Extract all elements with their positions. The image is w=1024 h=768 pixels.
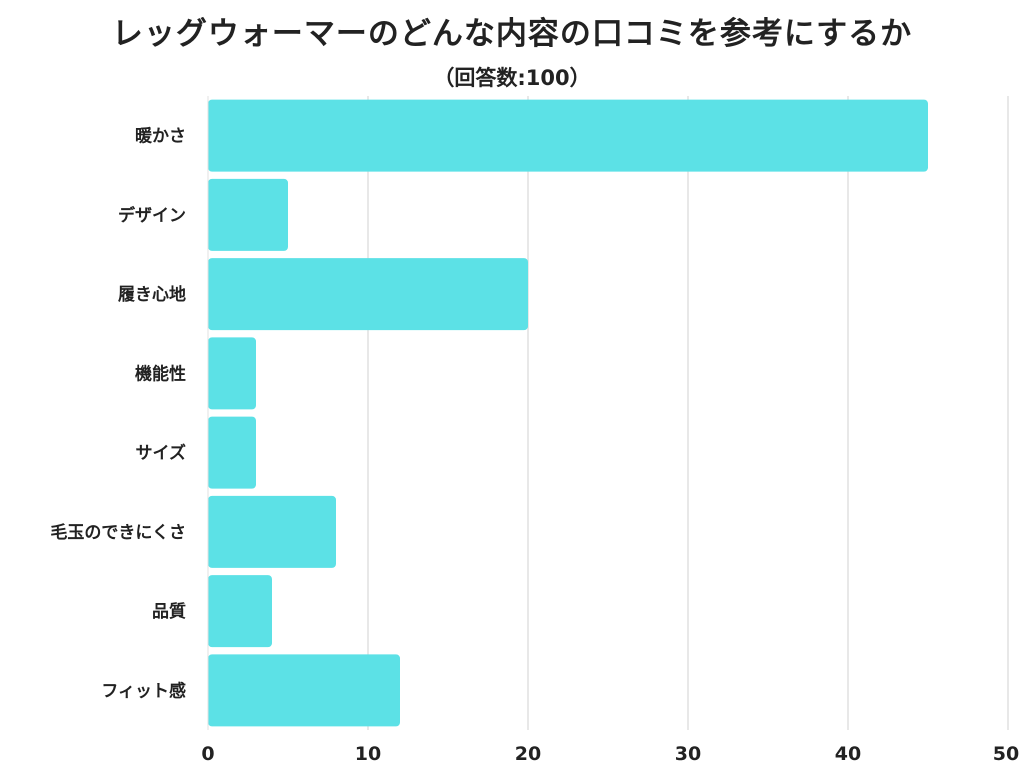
bar-1 [208,178,288,251]
chart-subtitle: （回答数:100） [433,66,591,90]
category-label-3: 機能性 [135,363,186,384]
category-label-4: サイズ [136,443,187,464]
category-label-1: デザイン [118,205,186,226]
bar-6 [208,575,272,648]
bar-3 [208,337,256,410]
x-tick-label-0: 0 [201,743,214,765]
category-label-2: 履き心地 [118,284,186,305]
category-label-7: フィット感 [101,680,186,701]
bar-2 [208,258,528,331]
chart-title: レッグウォーマーのどんな内容の口コミを参考にするか [111,16,913,52]
category-label-0: 暖かさ [135,126,186,147]
x-tick-label-30: 30 [675,743,701,765]
category-label-6: 品質 [152,601,186,622]
x-tick-label-50: 50 [993,743,1019,765]
x-tick-label-20: 20 [515,743,541,765]
x-tick-label-10: 10 [355,743,381,765]
category-label-5: 毛玉のできにくさ [50,522,186,543]
bar-0 [208,99,928,172]
bar-7 [208,654,400,727]
bar-4 [208,416,256,489]
bar-5 [208,495,336,568]
x-tick-label-40: 40 [835,743,861,765]
